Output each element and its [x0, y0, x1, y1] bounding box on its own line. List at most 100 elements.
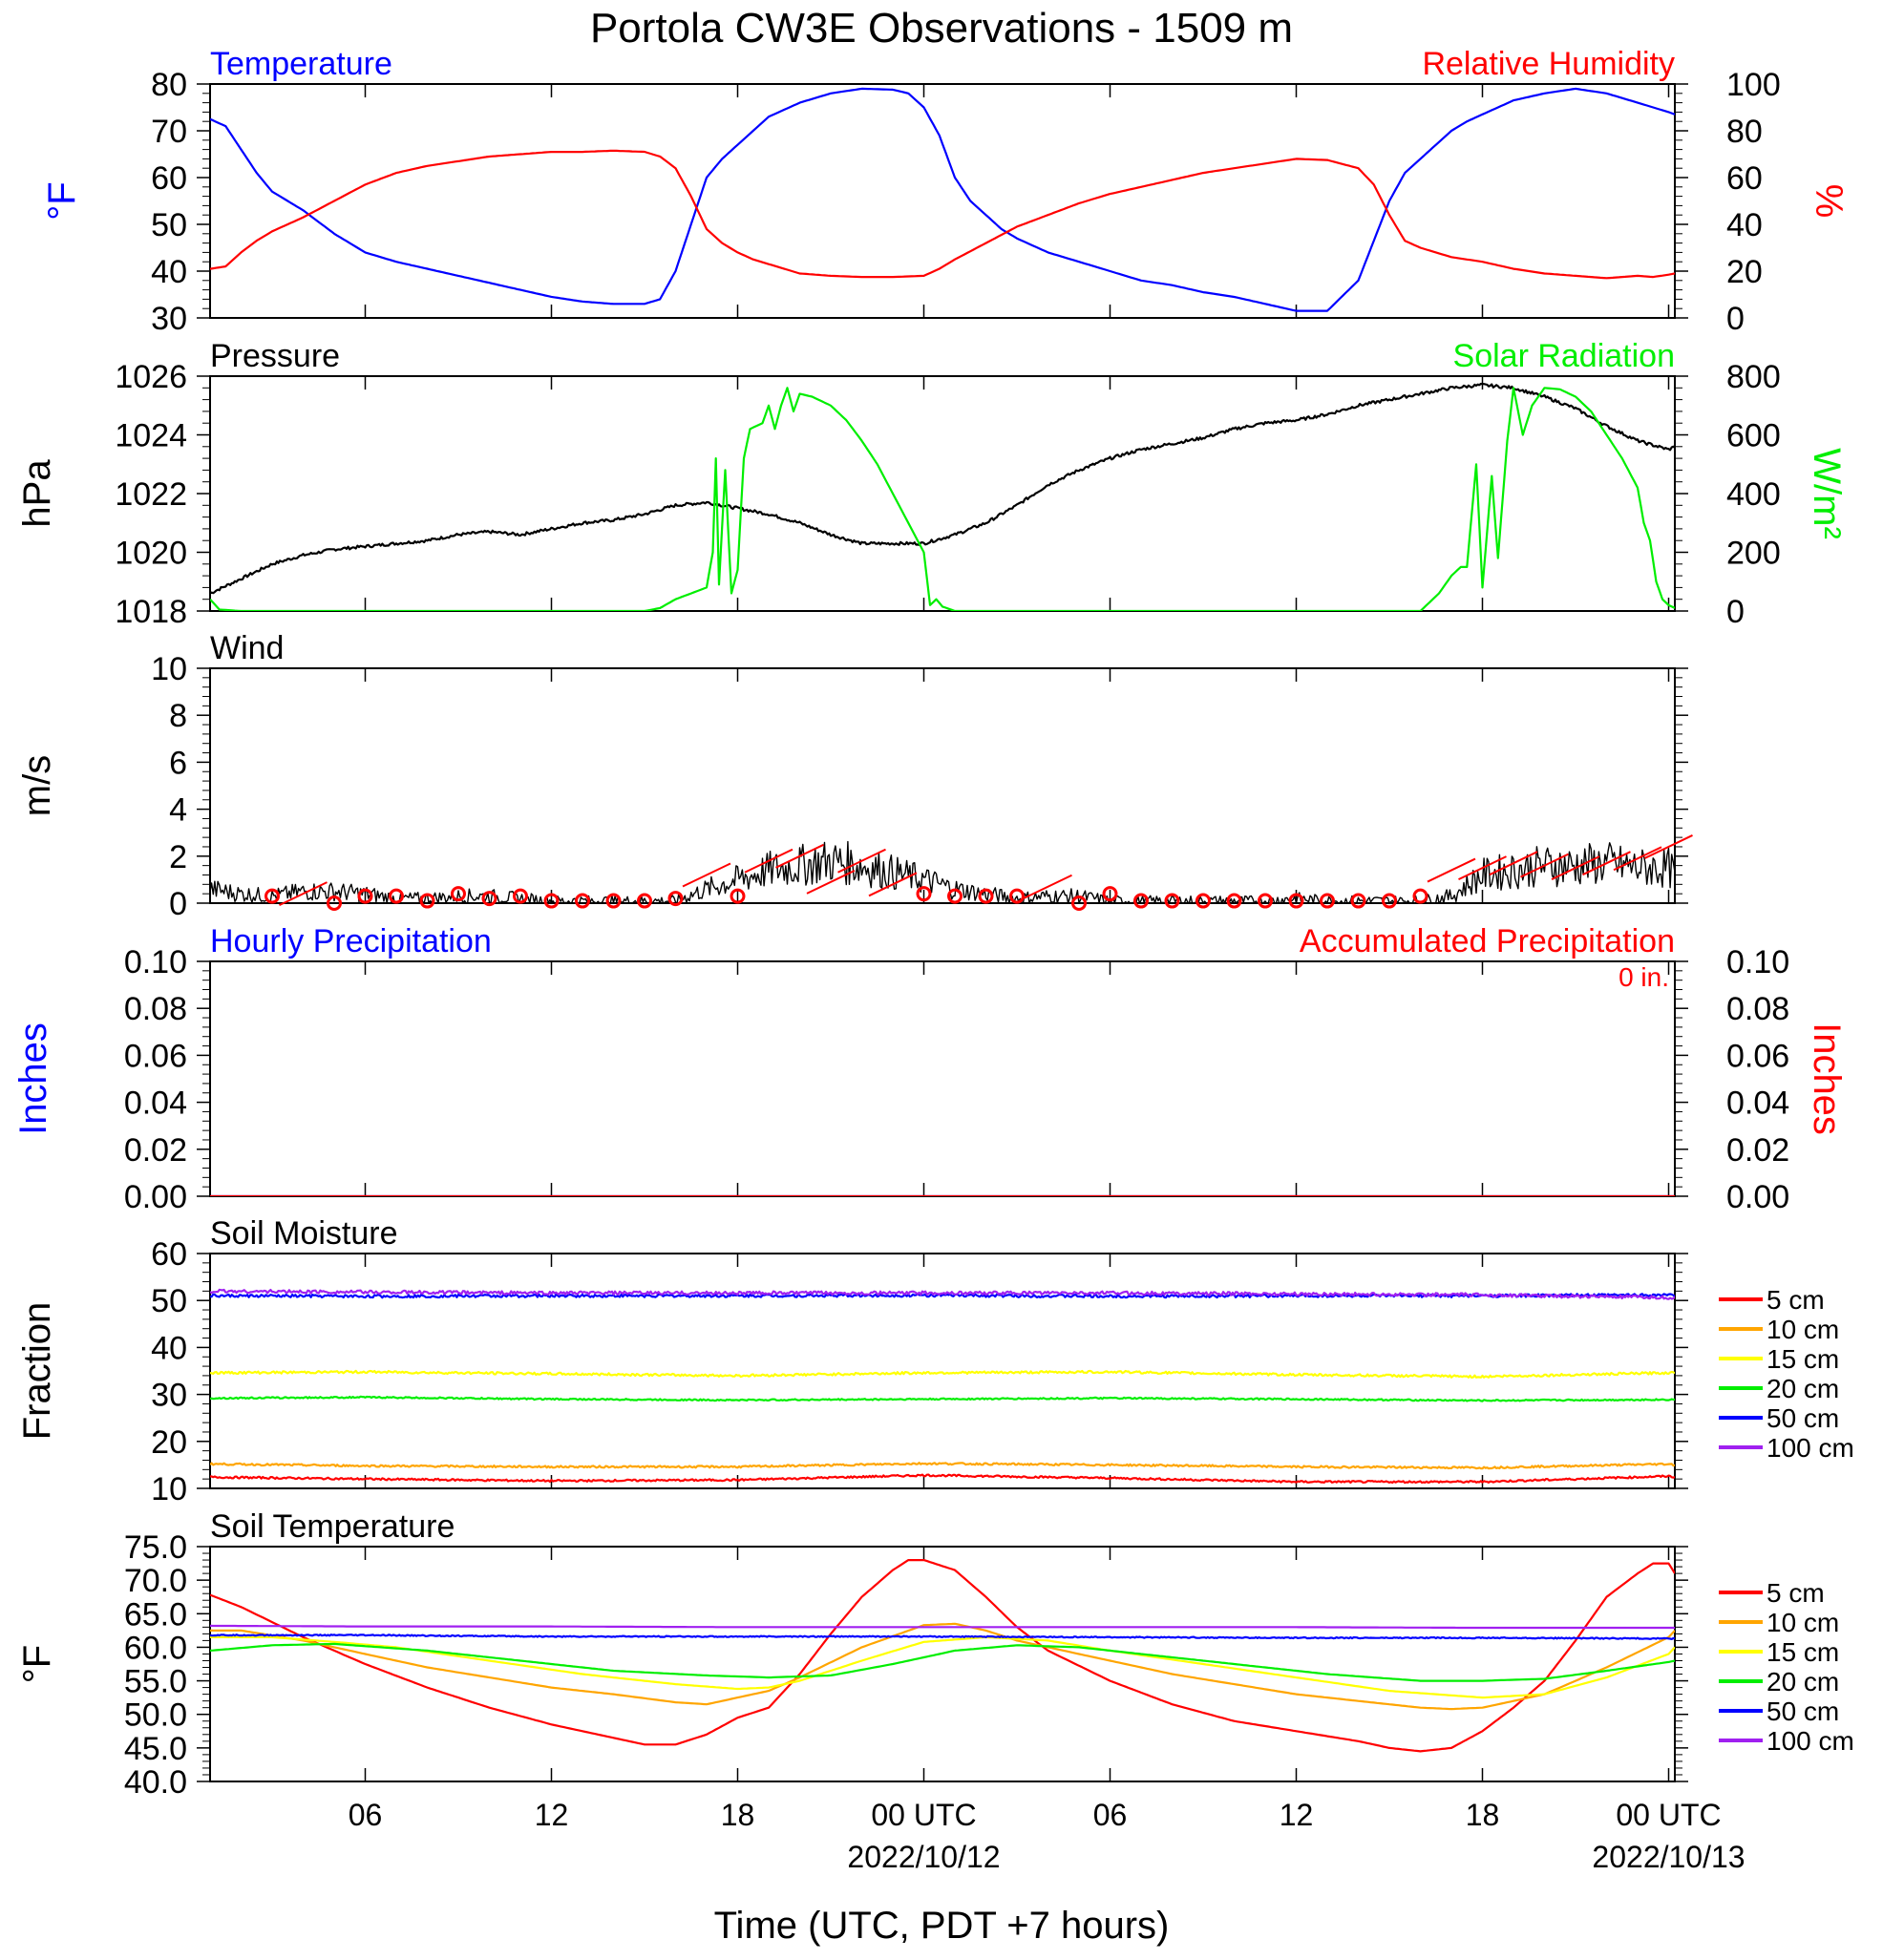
- wind-calm-marker: [357, 888, 373, 904]
- panel-title-left: Hourly Precipitation: [210, 923, 492, 959]
- legend-label: 50 cm: [1767, 1697, 1839, 1726]
- wind-barb: [837, 848, 886, 874]
- panel-title-left: Pressure: [210, 338, 340, 374]
- x-tick-label: 12: [535, 1798, 569, 1832]
- y-tick-label: 8: [169, 698, 187, 734]
- y-tick-label: 0.00: [124, 1179, 187, 1215]
- y-tick-label: 0.10: [124, 944, 187, 980]
- series-15-cm-line: [210, 1635, 1675, 1699]
- wind-calm-marker: [264, 888, 280, 904]
- wind-calm-marker: [1412, 888, 1428, 904]
- y-right-tick-label: 40: [1726, 207, 1763, 243]
- y-right-tick-label: 20: [1726, 254, 1763, 290]
- y-tick-label: 6: [169, 745, 187, 781]
- y-right-tick-label: 0.04: [1726, 1085, 1789, 1122]
- y-tick-label: 40: [151, 1330, 187, 1366]
- wind-calm-marker: [916, 886, 932, 902]
- panel-6: 40.045.050.055.060.065.070.075.0 Soil Tem…: [16, 1508, 1854, 1801]
- x-axis: 06 12 18 00 UTC 2022/10/12 06 12 18 00 UTC 2022/1…: [349, 1798, 1745, 1874]
- wind-calm-marker: [637, 893, 652, 909]
- wind-barb: [1024, 874, 1072, 899]
- series-100-cm-line: [210, 1624, 1675, 1630]
- y-axis-label: m/s: [16, 755, 58, 816]
- plot-frame: [209, 960, 1676, 1197]
- wind-barb: [806, 869, 856, 895]
- wind-calm-marker: [978, 888, 994, 904]
- y-axis-label: °F: [41, 181, 83, 220]
- panel-title-left: Temperature: [210, 46, 392, 82]
- wind-calm-marker: [1164, 893, 1180, 909]
- plot-frame: [209, 1253, 1676, 1489]
- y-axis-label-right: W/m²: [1806, 448, 1848, 539]
- wind-calm-marker: [451, 886, 466, 902]
- legend-label: 50 cm: [1767, 1403, 1839, 1433]
- series-1-line: [210, 87, 1675, 312]
- y-tick-label: 50: [151, 1283, 187, 1319]
- y-axis-label: hPa: [16, 459, 58, 528]
- series-1-line: [210, 382, 1675, 595]
- series-20-cm-line: [210, 1395, 1675, 1402]
- legend-label: 10 cm: [1767, 1315, 1839, 1344]
- x-tick-label: 06: [1093, 1798, 1128, 1832]
- y-tick-label: 20: [151, 1424, 187, 1461]
- panel-title-right: Relative Humidity: [1422, 46, 1675, 82]
- y-tick-label: 50: [151, 207, 187, 243]
- wind-barb: [1551, 855, 1600, 881]
- plot-frame: [209, 83, 1676, 319]
- series-10-cm-line: [210, 1622, 1675, 1711]
- y-tick-label: 1024: [115, 418, 187, 454]
- wind-calm-marker: [419, 893, 435, 909]
- y-tick-label: 2: [169, 839, 187, 875]
- wind-barb: [1582, 851, 1631, 876]
- y-right-tick-label: 0.00: [1726, 1179, 1789, 1215]
- y-right-tick-label: 0.02: [1726, 1132, 1789, 1169]
- wind-calm-marker: [389, 888, 404, 904]
- series-group: [210, 1288, 1675, 1485]
- series-20-cm-line: [210, 1642, 1675, 1682]
- y-tick-label: 0.08: [124, 991, 187, 1027]
- plot-frame: [209, 1546, 1676, 1782]
- wind-calm-marker: [513, 888, 528, 904]
- y-tick-label: 0.06: [124, 1038, 187, 1074]
- y-tick-label: 70: [151, 114, 187, 150]
- plot-frame: [209, 667, 1676, 904]
- legend-label: 100 cm: [1767, 1726, 1854, 1756]
- figure-title: Portola CW3E Observations - 1509 m: [590, 5, 1293, 52]
- x-tick-date-label: 2022/10/13: [1592, 1840, 1745, 1874]
- series-2-line: [210, 149, 1675, 280]
- y-right-tick-label: 200: [1726, 536, 1781, 572]
- wind-calm-marker: [543, 893, 560, 909]
- series-group: [210, 1558, 1675, 1753]
- legend-label: 15 cm: [1767, 1344, 1839, 1374]
- wind-calm-marker: [481, 891, 497, 907]
- panel-title-right: Accumulated Precipitation: [1300, 923, 1675, 959]
- y-tick-label: 40: [151, 254, 187, 290]
- wind-calm-marker: [1258, 893, 1273, 909]
- y-tick-label: 65.0: [124, 1596, 187, 1633]
- wind-barb: [1520, 853, 1569, 878]
- y-axis-label: Fraction: [16, 1302, 58, 1441]
- y-tick-label: 1020: [115, 536, 187, 572]
- y-right-tick-label: 0.08: [1726, 991, 1789, 1027]
- wind-calm-marker: [1071, 896, 1087, 911]
- wind-barb: [868, 872, 918, 897]
- series-100-cm-line: [210, 1288, 1675, 1300]
- wind-calm-marker: [1102, 886, 1118, 902]
- y-tick-label: 80: [151, 67, 187, 103]
- wind-calm-marker: [327, 896, 342, 911]
- wind-barb: [1489, 851, 1538, 876]
- wind-barb: [1458, 855, 1507, 881]
- series-2-line: [210, 387, 1675, 611]
- legend-label: 15 cm: [1767, 1637, 1839, 1667]
- y-tick-label: 1022: [115, 476, 187, 513]
- panel-title-left: Soil Moisture: [210, 1215, 398, 1252]
- y-tick-label: 40.0: [124, 1764, 187, 1801]
- y-tick-label: 55.0: [124, 1664, 187, 1700]
- wind-calm-marker: [667, 891, 684, 907]
- wind-calm-marker: [1320, 893, 1335, 909]
- panel-2: 1018 1020 1022 1024 1026 0 200 400 600 800 Pressur…: [16, 338, 1848, 630]
- panel-4: 0.00 0.02 0.04 0.06 0.08 0.10 0.00 0.02 0.04 0.06…: [12, 923, 1848, 1215]
- legend-label: 5 cm: [1767, 1578, 1825, 1608]
- y-right-tick-label: 800: [1726, 359, 1781, 395]
